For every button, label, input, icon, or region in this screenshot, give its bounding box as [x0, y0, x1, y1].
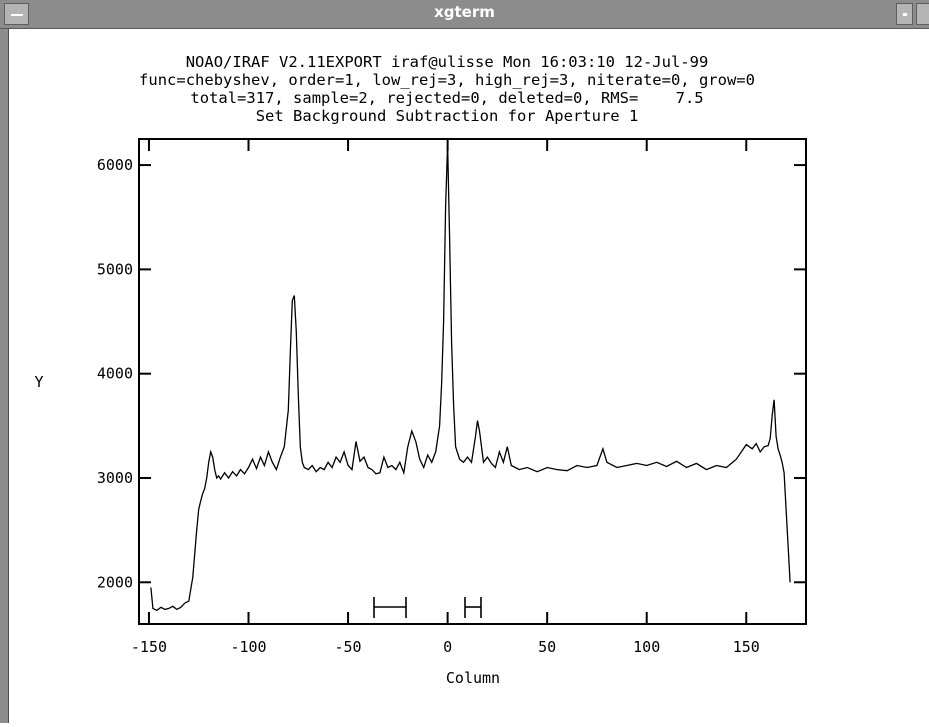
y-tick-label: 5000: [97, 260, 133, 278]
y-ticks: 2000 3000 4000 5000 6000: [97, 156, 806, 591]
y-tick-label: 3000: [97, 469, 133, 487]
spectrum-trace: [150, 144, 791, 612]
x-axis-label: Column: [446, 669, 500, 687]
maximize-button[interactable]: [916, 3, 929, 25]
x-tick-label: -100: [230, 638, 266, 656]
header-line-2: func=chebyshev, order=1, low_rej=3, high…: [139, 71, 755, 89]
x-ticks: -150 -100 -50 0 50 100 150: [131, 139, 760, 656]
x-tick-label: 50: [538, 638, 556, 656]
window-menu-button[interactable]: [4, 3, 29, 25]
header-line-1: NOAO/IRAF V2.11EXPORT iraf@ulisse Mon 16…: [186, 53, 709, 71]
window-menu-icon: [11, 14, 23, 16]
x-tick-label: 0: [443, 638, 452, 656]
x-tick-label: -50: [335, 638, 362, 656]
x-tick-label: -150: [131, 638, 167, 656]
graphics-canvas[interactable]: NOAO/IRAF V2.11EXPORT iraf@ulisse Mon 16…: [9, 29, 929, 723]
y-tick-label: 2000: [97, 573, 133, 591]
window-left-border: [0, 29, 9, 723]
background-region-marker-1: [373, 597, 407, 618]
chart-title: Set Background Subtraction for Aperture …: [256, 107, 639, 125]
plot-frame: [138, 138, 807, 625]
y-axis-label: Y: [34, 373, 43, 391]
minimize-button[interactable]: [896, 3, 913, 25]
plot-svg: NOAO/IRAF V2.11EXPORT iraf@ulisse Mon 16…: [34, 53, 807, 687]
title-bar[interactable]: xgterm: [0, 0, 929, 29]
header-line-3: total=317, sample=2, rejected=0, deleted…: [190, 89, 703, 107]
window-title: xgterm: [434, 3, 495, 21]
y-tick-label: 4000: [97, 365, 133, 383]
y-tick-label: 6000: [97, 156, 133, 174]
x-tick-label: 100: [633, 638, 660, 656]
x-tick-label: 150: [733, 638, 760, 656]
background-region-marker-2: [464, 597, 482, 618]
minimize-icon: [903, 13, 907, 16]
